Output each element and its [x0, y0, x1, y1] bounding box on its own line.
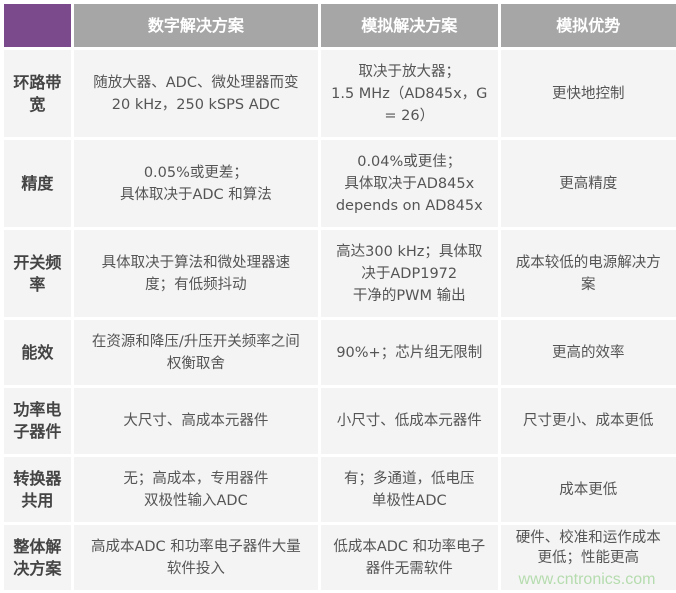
- table-cell: 随放大器、ADC、微处理器而变 20 kHz，250 kSPS ADC: [73, 50, 318, 137]
- table-cell: 取决于放大器； 1.5 MHz（AD845x，G = 26）: [320, 50, 498, 137]
- table-cell: 高达300 kHz；具体取 决于ADP1972 干净的PWM 输出: [320, 230, 498, 317]
- table-row: 精度 0.05%或更差； 具体取决于ADC 和算法 0.04%或更佳； 具体取决于A…: [4, 140, 676, 227]
- table-row: 功率电 子器件 大尺寸、高成本元器件 小尺寸、低成本元器件 尺寸更小、成本更低: [4, 388, 676, 454]
- header-analog-advantage: 模拟优势: [500, 4, 676, 47]
- table-cell: 更高的效率: [500, 320, 676, 385]
- table-cell: 尺寸更小、成本更低: [500, 388, 676, 454]
- table-cell: 成本更低: [500, 457, 676, 522]
- row-label: 精度: [4, 140, 71, 227]
- table-cell: 在资源和降压/升压开关频率之间 权衡取舍: [73, 320, 318, 385]
- table-cell: 小尺寸、低成本元器件: [320, 388, 498, 454]
- table-cell: 更快地控制: [500, 50, 676, 137]
- table-cell: 0.05%或更差； 具体取决于ADC 和算法: [73, 140, 318, 227]
- row-label: 转换器 共用: [4, 457, 71, 522]
- table-cell: 有；多通道，低电压 单极性ADC: [320, 457, 498, 522]
- corner-cell: [4, 4, 71, 47]
- header-row: 数字解决方案 模拟解决方案 模拟优势: [4, 4, 676, 47]
- row-label: 开关频 率: [4, 230, 71, 317]
- table-cell: 具体取决于算法和微处理器速 度；有低频抖动: [73, 230, 318, 317]
- table-row: 开关频 率具体取决于算法和微处理器速 度；有低频抖动 高达300 kHz；具体取 …: [4, 230, 676, 317]
- table-row: 环路带 宽随放大器、ADC、微处理器而变 20 kHz，250 kSPS ADC…: [4, 50, 676, 137]
- table-cell: 大尺寸、高成本元器件: [73, 388, 318, 454]
- table-cell: 无；高成本，专用器件 双极性输入ADC: [73, 457, 318, 522]
- header-digital: 数字解决方案: [73, 4, 318, 47]
- table-row: 能效 在资源和降压/升压开关频率之间 权衡取舍 90%+；芯片组无限制 更高的效率: [4, 320, 676, 385]
- table-cell: 低成本ADC 和功率电子 器件无需软件: [320, 525, 498, 590]
- table-cell: 0.04%或更佳； 具体取决于AD845x depends on AD845x: [320, 140, 498, 227]
- table-cell: 高成本ADC 和功率电子器件大量 软件投入: [73, 525, 318, 590]
- row-label: 功率电 子器件: [4, 388, 71, 454]
- table-row: 转换器 共用 无；高成本，专用器件 双极性输入ADC 有；多通道，低电压 单极性AD…: [4, 457, 676, 522]
- table-cell: 硬件、校准和运作成本 更低；性能更高: [500, 525, 676, 590]
- header-analog: 模拟解决方案: [320, 4, 498, 47]
- watermark: www.cntronics.com: [518, 571, 656, 588]
- table-cell: 成本较低的电源解决方 案: [500, 230, 676, 317]
- table-cell: 90%+；芯片组无限制: [320, 320, 498, 385]
- row-label: 整体解 决方案: [4, 525, 71, 590]
- table-cell: 更高精度: [500, 140, 676, 227]
- table-row: 整体解 决方案 高成本ADC 和功率电子器件大量 软件投入 低成本ADC 和功率电子…: [4, 525, 676, 590]
- row-label: 能效: [4, 320, 71, 385]
- row-label: 环路带 宽: [4, 50, 71, 137]
